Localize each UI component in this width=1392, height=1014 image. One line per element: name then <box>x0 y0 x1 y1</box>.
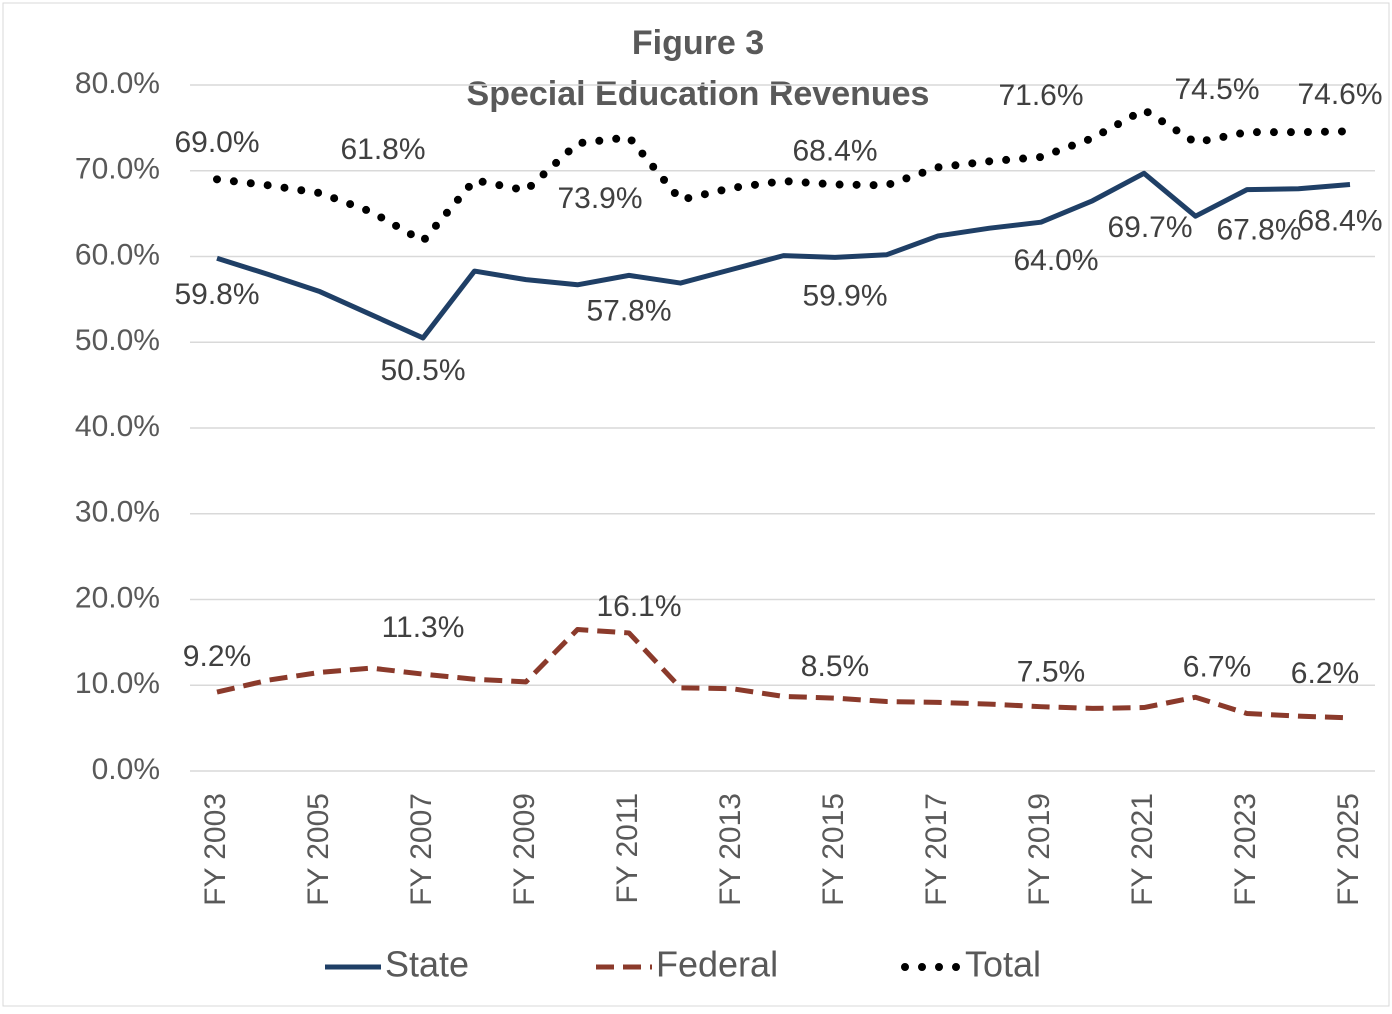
data-label: 73.9% <box>557 182 642 215</box>
x-tick-label: FY 2011 <box>611 793 644 904</box>
data-label: 6.7% <box>1183 650 1251 683</box>
data-label: 59.8% <box>174 278 259 311</box>
y-tick-label: 20.0% <box>75 581 160 614</box>
legend-label: Total <box>965 944 1041 985</box>
series-line <box>216 627 1351 721</box>
data-label: 57.8% <box>586 294 671 327</box>
y-tick-label: 30.0% <box>75 496 160 529</box>
data-label: 74.5% <box>1174 73 1259 106</box>
legend-label: Federal <box>656 944 778 985</box>
x-tick-label: FY 2021 <box>1126 793 1159 906</box>
data-label: 68.4% <box>1297 204 1382 237</box>
y-tick-label: 40.0% <box>75 410 160 443</box>
y-tick-label: 80.0% <box>75 67 160 100</box>
data-label: 61.8% <box>340 133 425 166</box>
y-tick-label: 10.0% <box>75 667 160 700</box>
data-label: 16.1% <box>596 590 681 623</box>
x-tick-label: FY 2005 <box>302 793 335 906</box>
legend-label: State <box>385 944 469 985</box>
x-tick-label: FY 2023 <box>1229 793 1262 906</box>
data-label: 50.5% <box>380 354 465 387</box>
data-label: 67.8% <box>1216 214 1301 247</box>
data-label: 64.0% <box>1013 244 1098 277</box>
x-tick-label: FY 2007 <box>405 793 438 906</box>
series-line <box>213 105 1354 246</box>
data-label: 71.6% <box>998 79 1083 112</box>
data-label: 6.2% <box>1291 657 1359 690</box>
data-label: 68.4% <box>792 134 877 167</box>
data-label: 7.5% <box>1017 656 1085 689</box>
data-label: 59.9% <box>802 279 887 312</box>
chart-subtitle: Special Education Revenues <box>467 75 930 113</box>
x-tick-label: FY 2025 <box>1332 793 1365 906</box>
x-tick-label: FY 2013 <box>714 793 747 906</box>
x-tick-label: FY 2017 <box>920 793 953 906</box>
x-tick-label: FY 2003 <box>199 793 232 906</box>
x-tick-label: FY 2009 <box>508 793 541 906</box>
chart-title: Figure 3 <box>632 24 764 62</box>
data-label: 69.0% <box>174 126 259 159</box>
data-label: 74.6% <box>1297 78 1382 111</box>
y-tick-label: 0.0% <box>92 753 160 786</box>
data-label: 8.5% <box>801 650 869 683</box>
y-tick-label: 70.0% <box>75 153 160 186</box>
x-tick-label: FY 2015 <box>817 793 850 906</box>
y-tick-label: 50.0% <box>75 324 160 357</box>
x-tick-label: FY 2019 <box>1023 793 1056 906</box>
data-label: 9.2% <box>183 640 251 673</box>
data-label: 11.3% <box>382 611 465 644</box>
y-tick-label: 60.0% <box>75 238 160 271</box>
data-label: 69.7% <box>1107 211 1192 244</box>
series-line <box>216 170 1351 341</box>
